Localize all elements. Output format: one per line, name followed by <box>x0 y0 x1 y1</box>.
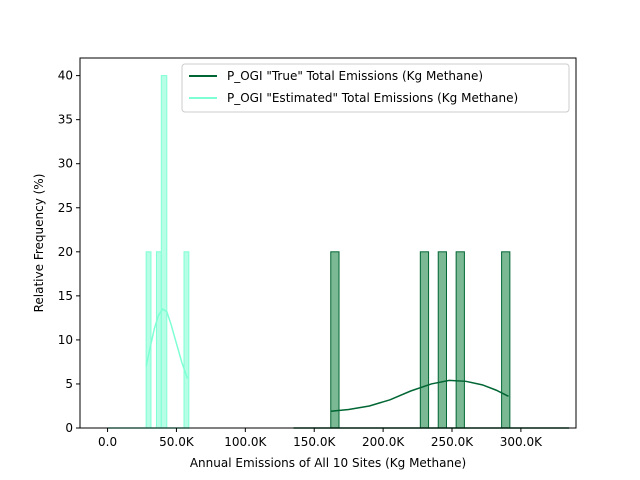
y-tick-label: 0 <box>65 421 73 435</box>
y-tick-label: 5 <box>65 377 73 391</box>
x-axis-label: Annual Emissions of All 10 Sites (Kg Met… <box>190 456 466 470</box>
legend-label-true: P_OGI "True" Total Emissions (Kg Methane… <box>227 69 483 83</box>
legend-label-estimated: P_OGI "Estimated" Total Emissions (Kg Me… <box>227 91 518 105</box>
x-tick-label: 250.0K <box>431 435 474 449</box>
x-tick-label: 200.0K <box>362 435 405 449</box>
histogram-bar-0-4 <box>501 251 511 429</box>
y-tick-label: 15 <box>58 289 73 303</box>
kde-line-0 <box>330 379 509 413</box>
x-tick-label: 50.0K <box>159 435 195 449</box>
x-tick-label: 150.0K <box>293 435 336 449</box>
y-tick-label: 40 <box>58 69 73 83</box>
legend: P_OGI "True" Total Emissions (Kg Methane… <box>181 63 570 113</box>
y-tick-label: 35 <box>58 113 73 127</box>
bars-layer <box>145 75 511 429</box>
x-axis-ticks: 0.0 50.0K 100.0K 150.0K 200.0K 250.0K 300.0K <box>98 428 543 449</box>
plot-frame <box>79 57 577 429</box>
histogram-bar-1-0 <box>145 251 152 429</box>
y-axis-ticks: 0 5 10 15 20 25 30 35 40 <box>58 69 80 435</box>
histogram-bar-0-0 <box>330 251 340 429</box>
histogram-bar-0-3 <box>455 251 465 429</box>
histogram-bar-1-2 <box>160 75 168 429</box>
y-tick-label: 30 <box>58 157 73 171</box>
y-axis-label: Relative Frequency (%) <box>32 174 46 313</box>
x-tick-label: 100.0K <box>224 435 267 449</box>
histogram-bar-0-1 <box>419 251 430 429</box>
kde-line-1 <box>145 308 189 379</box>
histogram-bar-1-1 <box>155 251 162 429</box>
y-tick-label: 20 <box>58 245 73 259</box>
histogram-bar-1-3 <box>183 251 190 429</box>
legend-box <box>181 63 570 113</box>
x-tick-label: 300.0K <box>500 435 543 449</box>
kde-layer <box>145 308 509 413</box>
y-tick-label: 10 <box>58 333 73 347</box>
x-tick-label: 0.0 <box>98 435 117 449</box>
histogram-bar-0-2 <box>437 251 447 429</box>
y-tick-label: 25 <box>58 201 73 215</box>
